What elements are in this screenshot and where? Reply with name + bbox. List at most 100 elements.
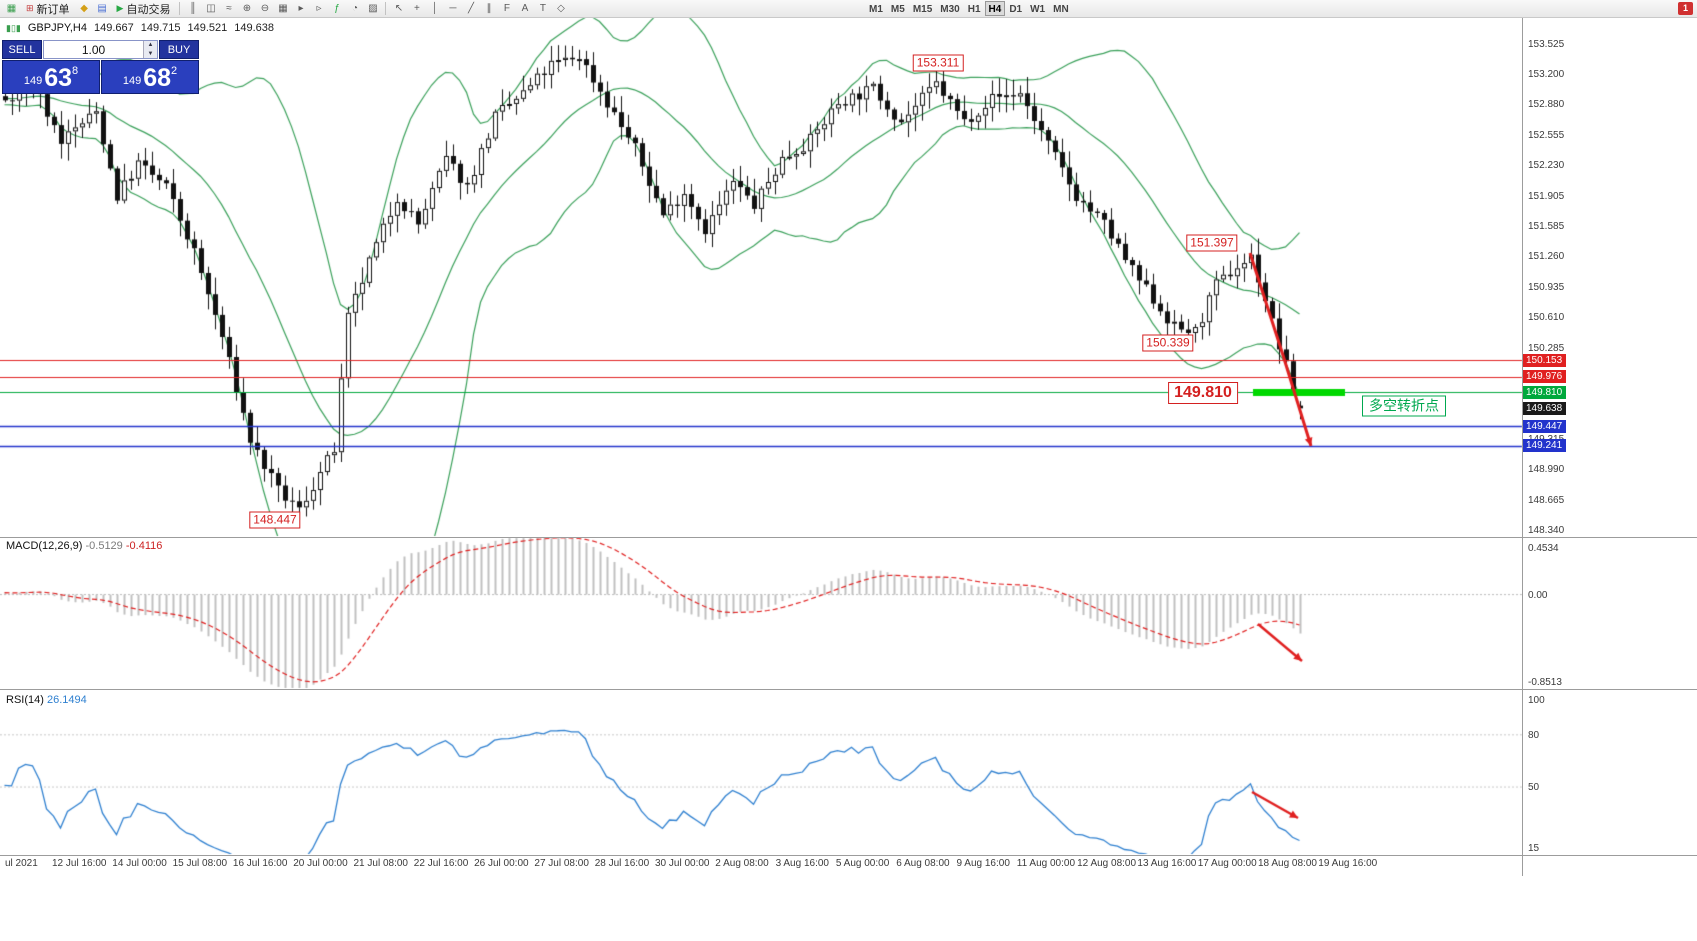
charts-window-icon[interactable]: ▤ — [97, 3, 107, 14]
new-order-button[interactable]: ⊞ 新订单 — [21, 1, 75, 16]
periods-icon[interactable]: ◔ — [351, 3, 358, 14]
timeframe-m30[interactable]: M30 — [940, 4, 960, 15]
rsi-axis-tick: 15 — [1528, 842, 1540, 854]
timeframe-toolbar: M1 M5 M15 M30 H1 H4 D1 W1 MN — [865, 1, 1073, 16]
mql-community-icon[interactable]: ◆ — [80, 3, 88, 14]
buy-price-sup: 2 — [171, 65, 178, 77]
sell-price-big: 63 — [44, 64, 73, 92]
panel-divider-rsi[interactable] — [0, 689, 1697, 690]
sell-button[interactable]: SELL — [2, 40, 42, 59]
time-axis-label: 3 Aug 16:00 — [775, 858, 829, 869]
rsi-indicator-label: RSI(14) 26.1494 — [6, 694, 87, 706]
price-tag-149.810: 149.810 — [1523, 385, 1566, 399]
time-axis-label: 17 Aug 00:00 — [1197, 858, 1257, 869]
autotrading-button[interactable]: ▶ 自动交易 — [112, 1, 176, 16]
time-axis-label: 28 Jul 16:00 — [594, 858, 650, 869]
notification-badge[interactable]: 1 — [1678, 2, 1693, 15]
panel-divider-macd[interactable] — [0, 537, 1697, 538]
timeframe-m1[interactable]: M1 — [869, 4, 883, 15]
timeframe-w1[interactable]: W1 — [1030, 4, 1046, 15]
rsi-name: RSI(14) — [6, 694, 44, 706]
horizontal-line-icon[interactable]: ─ — [449, 3, 457, 14]
timeframe-h1[interactable]: H1 — [967, 4, 981, 15]
macd-axis-tick: -0.8513 — [1528, 677, 1562, 689]
shapes-icon[interactable]: ◇ — [557, 3, 565, 14]
one-click-trading-panel: SELL ▲ ▼ BUY 149 63 8 149 — [2, 40, 199, 94]
y-axis-tick: 151.585 — [1528, 220, 1565, 232]
indicators-icon[interactable]: ƒ — [334, 3, 340, 14]
y-axis-tick: 151.905 — [1528, 190, 1565, 202]
ohlc-high: 149.715 — [140, 22, 181, 34]
tile-windows-icon[interactable]: ▦ — [278, 3, 288, 14]
cursor-icon[interactable]: ↖ — [394, 3, 404, 14]
timeframe-h4[interactable]: H4 — [984, 1, 1006, 16]
new-order-button-label: 新订单 — [36, 3, 70, 16]
main-toolbar: ▦ ⊞ 新订单 ◆ ▤ ▶ 自动交易 ║ ◫ ≈ ⊕ ⊖ ▦ ▸ ▹ ƒ ◔ ▨ ↖ + │ ─ ╱ ∥ F A T ◇ M1 M5 M15… — [0, 0, 1697, 18]
symbol-ohlc: ▮▯▮ GBPJPY,H4 149.667 149.715 149.521 14… — [6, 22, 274, 34]
y-axis-tick: 150.935 — [1528, 281, 1565, 293]
panel-divider-timeaxis — [0, 855, 1697, 856]
label-icon[interactable]: T — [539, 3, 547, 14]
y-axis-tick: 152.555 — [1528, 129, 1565, 141]
sell-price-button[interactable]: 149 63 8 — [2, 60, 100, 94]
auto-scroll-icon[interactable]: ▸ — [298, 3, 304, 14]
volume-stepper: ▲ ▼ — [143, 41, 157, 58]
timeframe-m5[interactable]: M5 — [890, 4, 905, 15]
channel-icon[interactable]: ∥ — [486, 3, 492, 14]
time-axis-label: 12 Jul 16:00 — [52, 858, 107, 869]
zoom-in-icon[interactable]: ⊕ — [242, 3, 252, 14]
new-chart-icon[interactable]: ▦ — [6, 3, 17, 14]
volume-decrease-button[interactable]: ▼ — [144, 49, 157, 58]
buy-price-button[interactable]: 149 68 2 — [101, 60, 199, 94]
chart-shift-icon[interactable]: ▹ — [316, 3, 322, 14]
time-axis-label: ul 2021 — [5, 858, 38, 869]
price-tag-149.447: 149.447 — [1523, 419, 1566, 433]
current-price-tag: 149.638 — [1523, 401, 1566, 415]
rsi-axis-tick: 100 — [1528, 695, 1545, 706]
vertical-line-icon[interactable]: │ — [431, 3, 439, 14]
y-axis-tick: 153.525 — [1528, 39, 1565, 50]
buy-button[interactable]: BUY — [159, 40, 199, 59]
y-axis-tick: 150.285 — [1528, 342, 1565, 354]
price-annotation-153.311: 153.311 — [912, 54, 964, 72]
templates-icon[interactable]: ▨ — [368, 3, 378, 14]
ohlc-open: 149.667 — [93, 22, 134, 34]
macd-name: MACD(12,26,9) — [6, 540, 83, 552]
time-axis-label: 12 Aug 08:00 — [1077, 858, 1137, 869]
candlestick-chart-icon[interactable]: ◫ — [206, 3, 216, 14]
bar-chart-icon[interactable]: ║ — [189, 3, 197, 14]
time-axis-label: 9 Aug 16:00 — [956, 858, 1010, 869]
mini-chart-icon: ▮▯▮ — [6, 22, 21, 33]
price-annotation-148.447: 148.447 — [249, 511, 301, 529]
zoom-out-icon[interactable]: ⊖ — [260, 3, 270, 14]
rsi-value: 26.1494 — [46, 694, 87, 706]
time-axis-label: 11 Aug 00:00 — [1016, 858, 1075, 869]
fibonacci-icon[interactable]: F — [503, 3, 511, 14]
trendline-icon[interactable]: ╱ — [467, 3, 474, 14]
macd-axis-tick: 0.00 — [1528, 589, 1548, 601]
symbol-name: GBPJPY,H4 — [27, 22, 87, 34]
macd-indicator-label: MACD(12,26,9) -0.5129 -0.4116 — [6, 540, 162, 552]
price-tag-149.241: 149.241 — [1523, 439, 1566, 453]
rsi-axis-tick: 50 — [1528, 782, 1540, 794]
macd-axis-tick: 0.4534 — [1528, 543, 1559, 554]
ohlc-low: 149.521 — [187, 22, 228, 34]
volume-box: ▲ ▼ — [43, 40, 158, 59]
volume-increase-button[interactable]: ▲ — [144, 41, 157, 50]
time-axis-label: 27 Jul 08:00 — [534, 858, 589, 869]
crosshair-icon[interactable]: + — [414, 3, 420, 14]
price-annotation-151.397: 151.397 — [1186, 234, 1238, 252]
line-chart-icon[interactable]: ≈ — [226, 3, 232, 14]
time-axis-label: 20 Jul 00:00 — [293, 858, 348, 869]
sell-price-sup: 8 — [72, 65, 79, 77]
toolbar-separator — [385, 2, 387, 15]
timeframe-d1[interactable]: D1 — [1009, 4, 1023, 15]
time-axis-label: 22 Jul 16:00 — [413, 858, 469, 869]
timeframe-mn[interactable]: MN — [1053, 4, 1069, 15]
volume-input[interactable] — [44, 41, 143, 58]
text-icon[interactable]: A — [521, 3, 529, 14]
timeframe-m15[interactable]: M15 — [912, 4, 933, 15]
time-axis-label: 30 Jul 00:00 — [655, 858, 710, 869]
time-axis-label: 5 Aug 00:00 — [835, 858, 890, 869]
